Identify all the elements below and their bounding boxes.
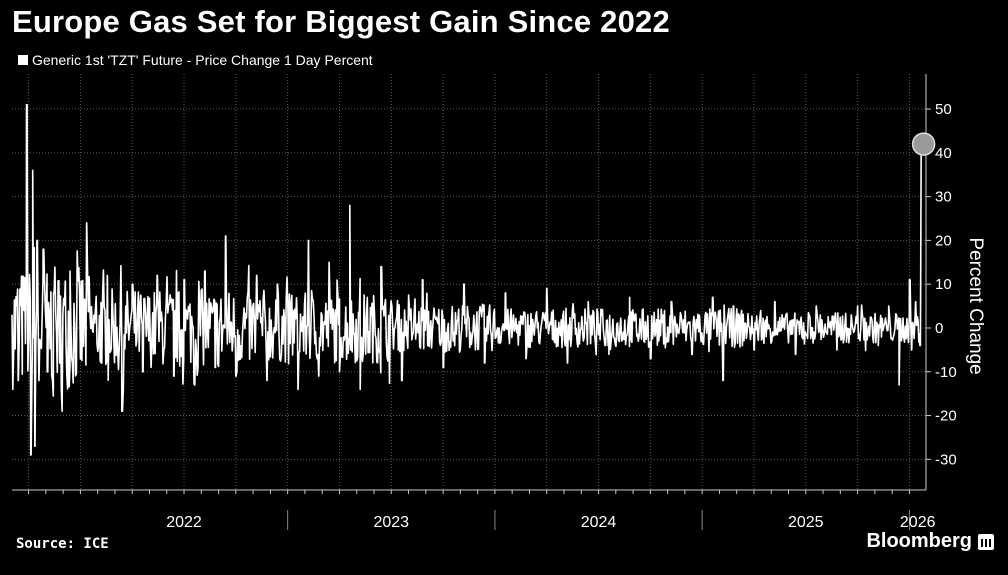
bloomberg-logo: Bloomberg bbox=[866, 530, 994, 553]
series-layer bbox=[11, 103, 936, 456]
y-tick-label: -30 bbox=[935, 451, 957, 468]
axis-layer: -30 -20 -10 0 10 20 30 40 50 2022 2023 2024 2025 2026… bbox=[12, 74, 986, 531]
legend: Generic 1st 'TZT' Future - Price Change … bbox=[18, 52, 373, 68]
chart-title: Europe Gas Set for Biggest Gain Since 20… bbox=[12, 4, 670, 39]
source-note: Source: ICE bbox=[16, 536, 109, 552]
y-axis-title: Percent Change bbox=[965, 237, 986, 374]
y-tick-label: 40 bbox=[935, 145, 952, 162]
legend-swatch bbox=[18, 55, 28, 65]
x-year-label: 2022 bbox=[166, 514, 202, 531]
y-tick-label: 50 bbox=[935, 101, 952, 118]
x-year-label: 2025 bbox=[788, 514, 824, 531]
y-tick-label: 30 bbox=[935, 189, 952, 206]
y-tick-label: -10 bbox=[935, 364, 957, 381]
series-line bbox=[11, 103, 925, 456]
y-tick-label: 10 bbox=[935, 276, 952, 293]
grid-layer bbox=[12, 74, 926, 490]
highlight-marker bbox=[911, 132, 936, 156]
legend-label: Generic 1st 'TZT' Future - Price Change … bbox=[32, 52, 373, 68]
y-tick-label: 20 bbox=[935, 232, 952, 249]
y-tick-label: 0 bbox=[935, 320, 943, 337]
x-year-label: 2026 bbox=[900, 514, 936, 531]
x-year-label: 2024 bbox=[581, 514, 617, 531]
y-tick-label: -20 bbox=[935, 408, 957, 425]
brand-name: Bloomberg bbox=[866, 530, 972, 552]
x-year-label: 2023 bbox=[373, 514, 409, 531]
bloomberg-bars-icon bbox=[978, 533, 994, 550]
